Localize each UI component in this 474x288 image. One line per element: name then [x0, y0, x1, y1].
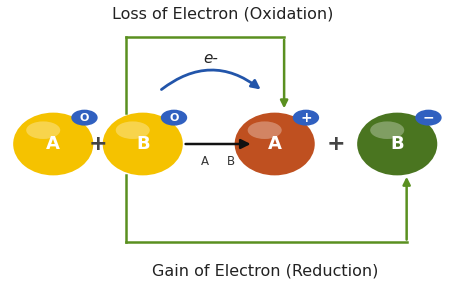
- Ellipse shape: [26, 122, 60, 139]
- Text: Gain of Electron (Reduction): Gain of Electron (Reduction): [152, 264, 378, 278]
- Text: +: +: [300, 111, 312, 125]
- Text: A: A: [201, 156, 209, 168]
- Circle shape: [71, 110, 98, 126]
- Text: A: A: [268, 135, 282, 153]
- Text: O: O: [80, 113, 89, 123]
- Ellipse shape: [103, 113, 183, 175]
- Text: Loss of Electron (Oxidation): Loss of Electron (Oxidation): [112, 7, 334, 22]
- Ellipse shape: [13, 113, 93, 175]
- Ellipse shape: [235, 113, 315, 175]
- Text: e-: e-: [204, 51, 219, 66]
- Ellipse shape: [116, 122, 150, 139]
- Text: O: O: [169, 113, 179, 123]
- Ellipse shape: [247, 122, 282, 139]
- Circle shape: [415, 110, 442, 126]
- Ellipse shape: [370, 122, 404, 139]
- FancyArrowPatch shape: [162, 70, 258, 90]
- Text: B: B: [136, 135, 150, 153]
- Text: +: +: [327, 134, 345, 154]
- Text: B: B: [391, 135, 404, 153]
- Circle shape: [161, 110, 187, 126]
- Text: +: +: [89, 134, 107, 154]
- Ellipse shape: [357, 113, 438, 175]
- Text: A: A: [46, 135, 60, 153]
- Text: B: B: [227, 156, 236, 168]
- Text: −: −: [423, 111, 434, 125]
- Circle shape: [293, 110, 319, 126]
